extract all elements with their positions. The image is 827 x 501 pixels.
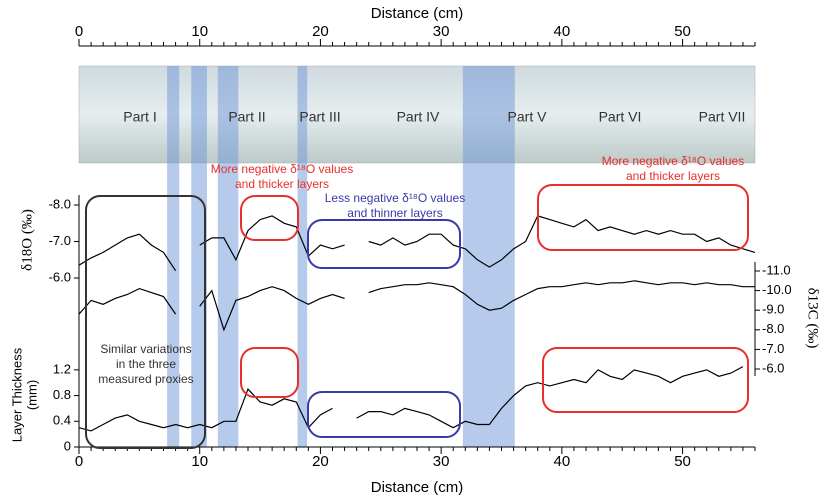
- annotation: and thicker layers: [235, 177, 329, 191]
- part-label: Part III: [299, 109, 340, 125]
- x-axis-title: Distance (cm): [371, 5, 464, 22]
- data-line: [356, 366, 744, 429]
- part-label: Part VI: [599, 109, 642, 125]
- x-axis-title: Distance (cm): [371, 479, 464, 496]
- annotation: and thicker layers: [626, 169, 720, 183]
- annotation: in the three: [116, 357, 176, 371]
- annotation-box: [240, 347, 299, 398]
- x-tick-label: 50: [674, 23, 691, 40]
- y-tick-label: -8.0: [49, 196, 71, 211]
- x-tick-label: 30: [433, 453, 450, 470]
- data-line: [78, 233, 177, 272]
- x-tick-label: 30: [433, 23, 450, 40]
- annotation-box: [307, 219, 461, 269]
- annotation-box: [307, 391, 461, 438]
- x-tick-label: 40: [554, 453, 571, 470]
- annotation-box: [537, 184, 749, 251]
- y-tick-label: 0.8: [53, 387, 71, 402]
- x-tick-label: 20: [312, 23, 329, 40]
- annotation: More negative δ¹⁸O values: [602, 154, 744, 168]
- annotation-box: [85, 195, 206, 449]
- part-label: Part I: [123, 109, 156, 125]
- highlight-band: [191, 66, 207, 447]
- data-line: [368, 215, 756, 268]
- x-tick-label: 40: [554, 23, 571, 40]
- data-line: [199, 286, 345, 332]
- y-tick-label: 1.2: [53, 361, 71, 376]
- y-axis-title: Layer Thickness: [9, 347, 24, 442]
- highlight-band: [297, 66, 308, 447]
- x-tick-label: 50: [674, 453, 691, 470]
- y2-tick-label: -6.0: [762, 360, 784, 375]
- x-tick-label: 10: [191, 453, 208, 470]
- part-label: Part IV: [397, 109, 440, 125]
- x-tick-label: 20: [312, 453, 329, 470]
- part-label: Part V: [508, 109, 548, 125]
- x-tick-label: 0: [75, 23, 83, 40]
- y-tick-label: 0: [64, 438, 71, 453]
- y-tick-label: -7.0: [49, 233, 71, 248]
- data-line: [368, 280, 755, 311]
- part-label: Part VII: [699, 109, 746, 125]
- y2-tick-label: -7.0: [762, 341, 784, 356]
- x-tick-label: 10: [191, 23, 208, 40]
- y-tick-label: -6.0: [49, 269, 71, 284]
- y-axis-title: (mm): [24, 380, 39, 410]
- x-tick-label: 0: [75, 453, 83, 470]
- y2-tick-label: -8.0: [762, 321, 784, 336]
- data-line: [199, 215, 345, 262]
- y2-tick-label: -10.0: [762, 282, 792, 297]
- y2-axis-title: δ13C (‰): [805, 288, 821, 349]
- y-axis-title: δ18O (‰): [19, 209, 35, 271]
- y2-tick-label: -9.0: [762, 302, 784, 317]
- part-label: Part II: [228, 109, 265, 125]
- annotation: Less negative δ¹⁸O values: [325, 191, 465, 205]
- annotation: and thinner layers: [347, 206, 442, 220]
- annotation: More negative δ¹⁸O values: [211, 162, 353, 176]
- data-line: [78, 287, 177, 315]
- annotation-box: [542, 347, 749, 413]
- y2-tick-label: -11.0: [762, 262, 791, 277]
- highlight-band: [462, 66, 515, 447]
- annotation-box: [240, 195, 299, 241]
- highlight-band: [167, 66, 180, 447]
- annotation: measured proxies: [98, 372, 193, 386]
- annotation: Similar variations: [100, 342, 191, 356]
- y-tick-label: 0.4: [53, 413, 71, 428]
- highlight-band: [217, 66, 239, 447]
